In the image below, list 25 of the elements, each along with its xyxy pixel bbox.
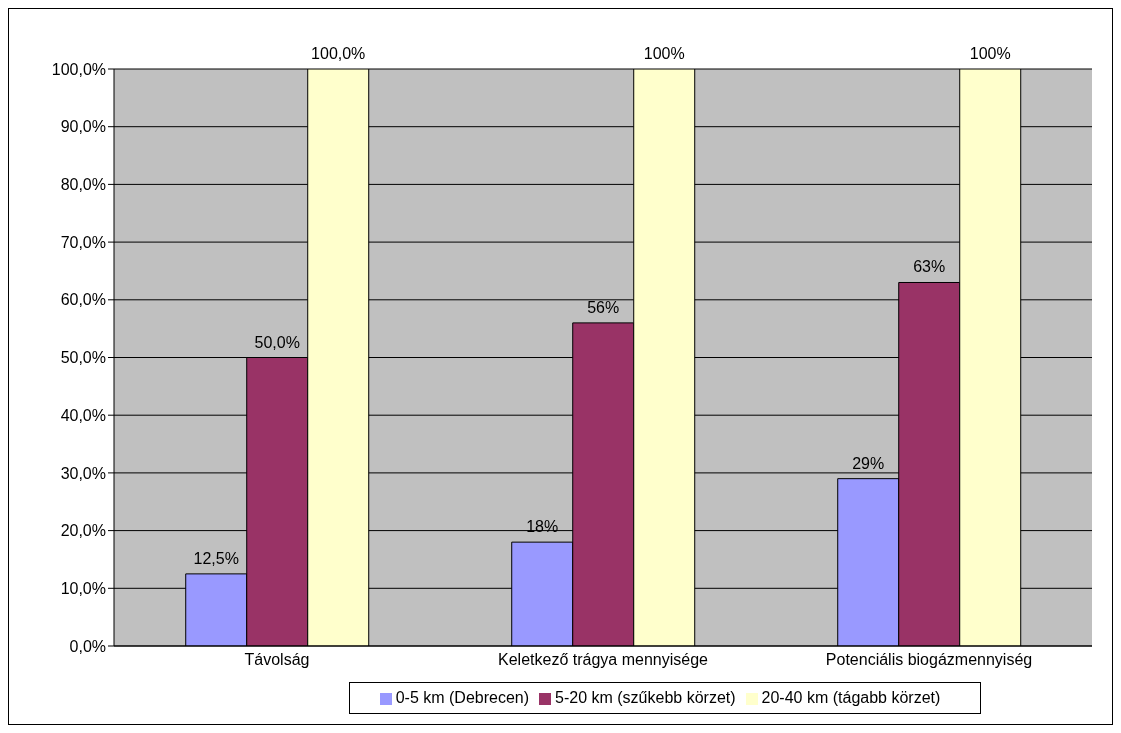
data-label: 100,0% [311, 45, 366, 62]
y-tick-label: 50,0% [60, 349, 106, 367]
y-tick-label: 0,0% [69, 637, 106, 655]
y-tick-label: 30,0% [60, 464, 106, 482]
legend-label: 0-5 km (Debrecen) [395, 689, 530, 706]
y-tick-label: 40,0% [60, 406, 106, 424]
y-tick-label: 90,0% [60, 118, 106, 136]
data-label: 100% [969, 45, 1011, 62]
x-tick-label: Keletkező trágya mennyisége [498, 651, 709, 669]
y-tick-label: 80,0% [60, 176, 106, 194]
y-tick-label: 10,0% [60, 579, 106, 597]
y-tick-label: 20,0% [60, 522, 106, 540]
y-tick-label: 100,0% [51, 60, 106, 78]
data-label: 63% [913, 258, 946, 276]
x-tick-label: Távolság [244, 651, 310, 669]
data-label: 50,0% [254, 333, 300, 351]
data-label: 29% [852, 454, 885, 472]
y-tick-label: 70,0% [60, 233, 106, 251]
data-label: 12,5% [193, 549, 239, 567]
legend-label: 5-20 km (szűkebb körzet) [555, 689, 736, 706]
legend-label: 20-40 km (tágabb körzet) [761, 689, 941, 706]
data-label: 100% [643, 45, 685, 62]
y-tick-label: 60,0% [60, 291, 106, 309]
data-label: 56% [587, 298, 620, 316]
x-tick-label: Potenciális biogázmennyiség [825, 651, 1033, 669]
